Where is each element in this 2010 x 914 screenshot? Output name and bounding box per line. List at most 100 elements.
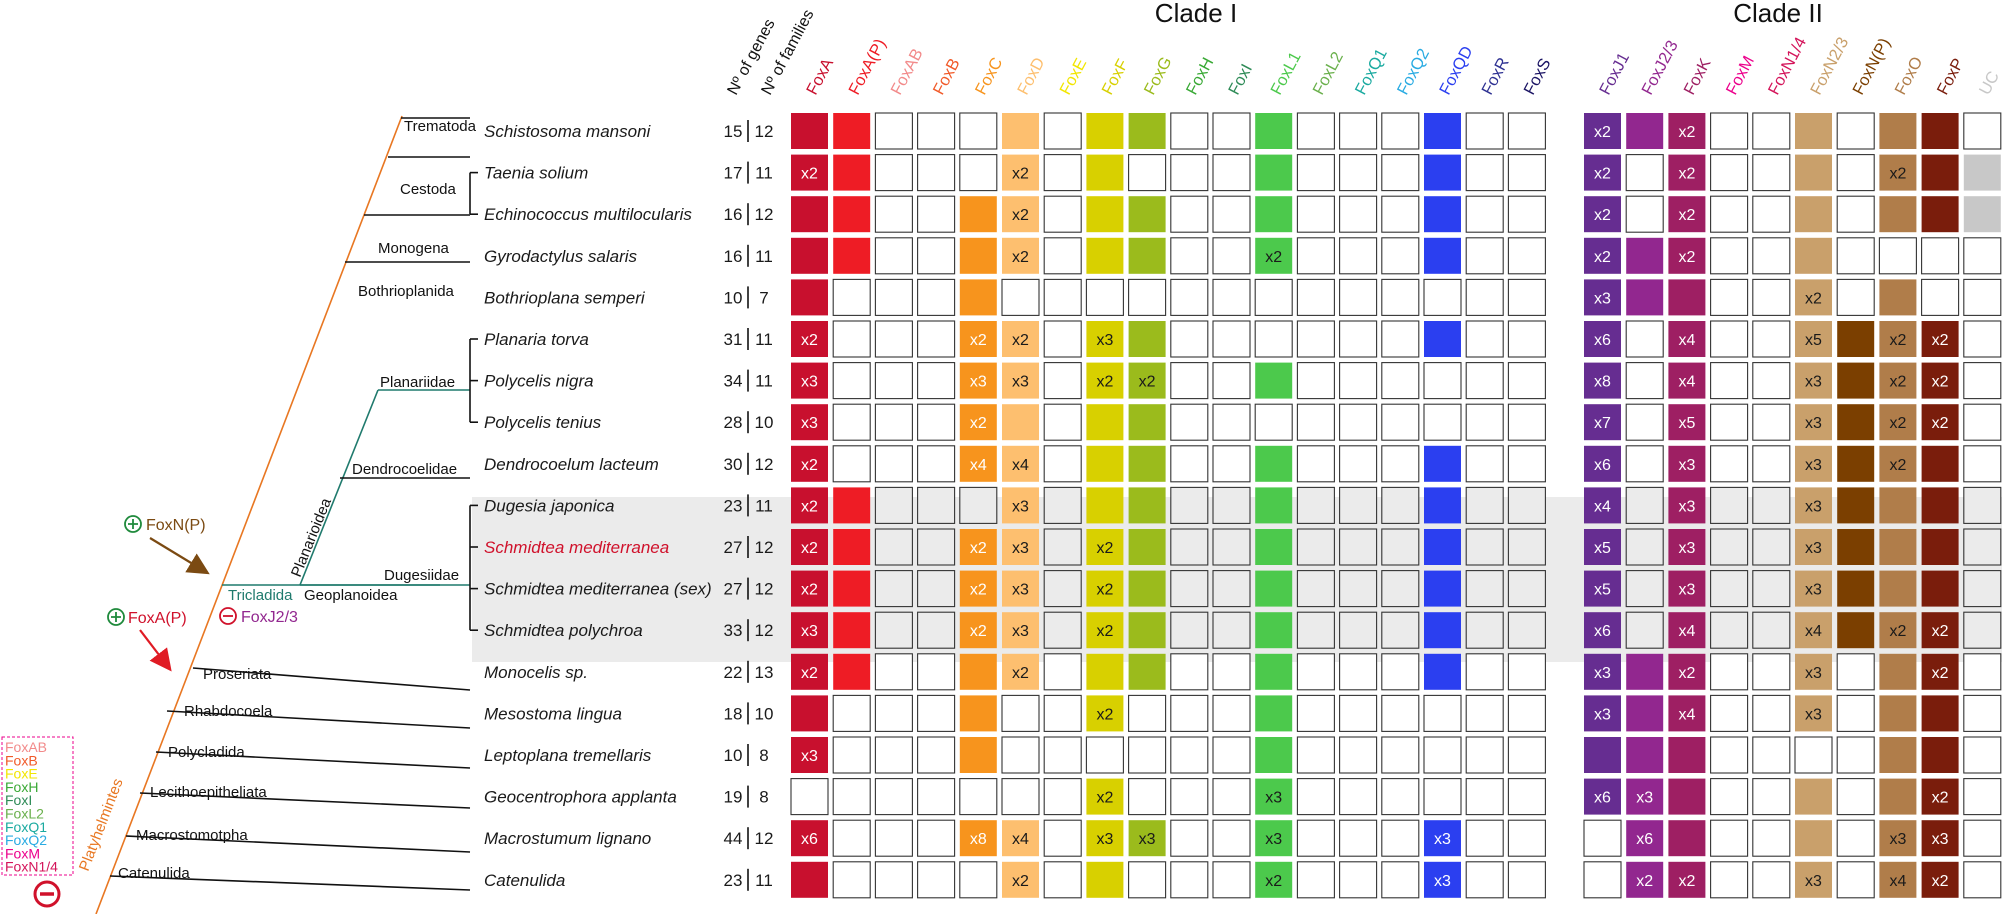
- cell-count-label: x3: [1594, 290, 1611, 307]
- cell-foxq1: [1339, 237, 1378, 275]
- header-foxl2: FoxL2: [1310, 49, 1347, 98]
- cell-foxj1: [1584, 487, 1621, 524]
- cell-foxq1: [1339, 611, 1378, 649]
- cell-foxab: [874, 154, 913, 192]
- cell-foxm: [1710, 403, 1749, 441]
- cell-foxe: [1043, 778, 1082, 816]
- cell-foxr: [1465, 154, 1504, 192]
- cell-foxa-p-: [832, 445, 871, 483]
- cell-count-label: x5: [1594, 540, 1611, 557]
- cell-foxs: [1507, 278, 1546, 316]
- header-foxq1: FoxQ1: [1352, 46, 1391, 98]
- cell-count-label: x2: [1678, 249, 1695, 266]
- cell-count-label: x2: [1012, 665, 1029, 682]
- cell-foxp: [1921, 529, 1959, 565]
- cell-count-label: x2: [1889, 166, 1906, 183]
- cell-count-label: x6: [1594, 623, 1611, 640]
- loss-legend-item: FoxM: [5, 845, 40, 861]
- species-name: Schmidtea mediterranea (sex): [484, 580, 712, 599]
- cell-foxa-p-: [832, 320, 871, 358]
- cell-foxl2: [1296, 237, 1335, 275]
- cell-foxf: [1086, 612, 1124, 649]
- cell-count-label: x4: [1678, 623, 1695, 640]
- cell-foxj1: [1584, 612, 1621, 649]
- label-dendrocoelidae: Dendrocoelidae: [352, 461, 457, 478]
- cell-foxn-p-: [1836, 736, 1875, 774]
- gain-foxa-icon: [107, 608, 125, 626]
- cell-foxab: [874, 570, 913, 608]
- cell-foxn2-3: [1795, 404, 1832, 441]
- cell-foxg: [1128, 653, 1166, 690]
- cell-count-label: x2: [1932, 873, 1949, 890]
- cell-foxj2-3: [1625, 570, 1664, 608]
- cell-count-label: x2: [1096, 790, 1113, 807]
- cell-count-label: x5: [1678, 415, 1695, 432]
- cell-foxd: [1002, 570, 1039, 607]
- cell-foxo: [1879, 861, 1917, 898]
- species-row: Gyrodactylus salaris 16 11 x2 x2 x2 x2: [484, 237, 2002, 275]
- label-macrostomotpha: Macrostomotpha: [136, 827, 248, 844]
- family-count: 12: [755, 580, 774, 599]
- cell-foxs: [1507, 861, 1546, 899]
- cell-foxn-p-: [1837, 321, 1875, 357]
- cell-foxm: [1710, 237, 1749, 275]
- cell-foxj1: [1583, 819, 1622, 857]
- cell-foxl2: [1296, 861, 1335, 899]
- cell-count-label: x3: [1805, 873, 1822, 890]
- gene-count: 10: [724, 288, 743, 307]
- cell-foxn-p-: [1837, 612, 1875, 649]
- cell-foxq1: [1339, 570, 1378, 608]
- cell-foxi: [1212, 819, 1251, 857]
- cell-foxf: [1086, 653, 1124, 690]
- cell-foxl1: [1255, 113, 1293, 149]
- cell-foxab: [874, 778, 913, 816]
- species-row: Schistosoma mansoni 15 12 x2 x2: [484, 112, 2002, 150]
- cell-uc: [1963, 694, 2002, 732]
- gain-foxa-arrow: [139, 629, 172, 672]
- cell-foxq1: [1339, 195, 1378, 233]
- cell-foxj1: [1584, 445, 1621, 482]
- cell-foxm: [1710, 778, 1749, 816]
- cell-count-label: x2: [1012, 249, 1029, 266]
- cell-foxo: [1879, 445, 1917, 482]
- cell-foxd: [1002, 113, 1039, 149]
- cell-foxm: [1710, 320, 1749, 358]
- cell-count-label: x4: [1012, 457, 1029, 474]
- cell-count-label: x2: [1012, 332, 1029, 349]
- cell-foxk: [1668, 778, 1706, 815]
- cell-count-label: x2: [1096, 540, 1113, 557]
- cell-foxg: [1128, 570, 1166, 607]
- cell-foxr: [1465, 570, 1504, 608]
- cell-foxp: [1921, 653, 1959, 690]
- cell-foxo: [1879, 196, 1917, 233]
- header-foxi: FoxI: [1225, 61, 1256, 98]
- cell-foxo: [1879, 778, 1917, 815]
- cell-foxi: [1212, 486, 1251, 524]
- cell-foxo: [1878, 237, 1917, 275]
- header-foxab: FoxAB: [888, 46, 927, 98]
- cell-foxk: [1668, 404, 1706, 441]
- cell-foxa-p-: [833, 154, 871, 191]
- cell-foxa: [791, 404, 828, 441]
- species-name: Dendrocoelum lacteum: [484, 455, 659, 474]
- cell-foxe: [1043, 403, 1082, 441]
- gain-foxn-icon: [124, 515, 142, 533]
- cell-foxg: [1128, 237, 1166, 274]
- cell-foxb: [917, 195, 956, 233]
- cell-foxd: [1002, 529, 1039, 565]
- cell-foxg: [1128, 612, 1166, 649]
- cell-count-label: x6: [1594, 790, 1611, 807]
- cell-foxg: [1128, 321, 1166, 357]
- cell-foxd: [1002, 820, 1039, 857]
- cell-foxs: [1507, 570, 1546, 608]
- cell-foxl2: [1296, 362, 1335, 400]
- cell-foxa-p-: [832, 778, 871, 816]
- cell-count-label: x3: [1805, 457, 1822, 474]
- cell-foxj1: [1584, 154, 1621, 191]
- cell-foxh: [1170, 486, 1209, 524]
- cell-foxj1: [1584, 279, 1621, 316]
- cell-count-label: x3: [1594, 665, 1611, 682]
- cell-foxqd: [1424, 487, 1461, 524]
- cell-foxqd: [1424, 196, 1461, 233]
